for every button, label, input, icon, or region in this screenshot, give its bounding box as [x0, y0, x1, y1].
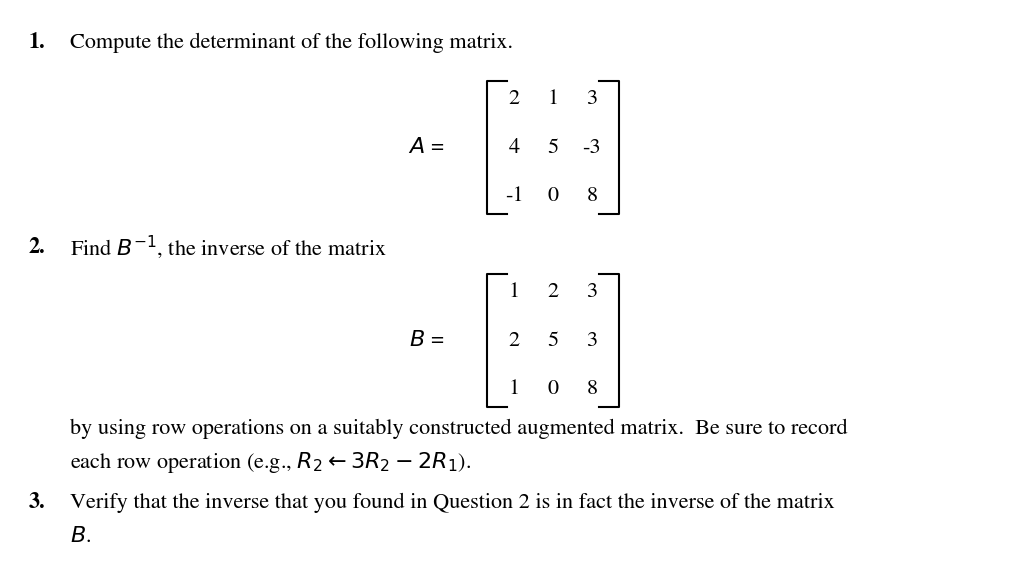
Text: $B$.: $B$.	[70, 527, 91, 547]
Text: 2: 2	[509, 331, 519, 350]
Text: 1: 1	[509, 379, 519, 399]
Text: 2: 2	[548, 283, 558, 302]
Text: 1.: 1.	[29, 32, 45, 53]
Text: -1: -1	[505, 186, 523, 206]
Text: 5: 5	[548, 138, 558, 157]
Text: Verify that the inverse that you found in Question 2 is in fact the inverse of t: Verify that the inverse that you found i…	[70, 492, 835, 513]
Text: 3: 3	[587, 283, 597, 302]
Text: 3: 3	[587, 331, 597, 350]
Text: 3.: 3.	[29, 492, 45, 513]
Text: Compute the determinant of the following matrix.: Compute the determinant of the following…	[70, 32, 513, 53]
Text: -3: -3	[583, 138, 601, 157]
Text: by using row operations on a suitably constructed augmented matrix.  Be sure to : by using row operations on a suitably co…	[70, 419, 847, 439]
Text: 1: 1	[548, 90, 558, 109]
Text: 8: 8	[587, 186, 597, 206]
Text: $A$ =: $A$ =	[409, 137, 445, 158]
Text: 0: 0	[548, 186, 558, 206]
Text: each row operation (e.g., $R_2 \leftarrow 3R_2 - 2R_1$).: each row operation (e.g., $R_2 \leftarro…	[70, 450, 471, 475]
Text: 5: 5	[548, 331, 558, 350]
Text: 2.: 2.	[29, 237, 45, 257]
Text: 1: 1	[509, 283, 519, 302]
Text: 4: 4	[509, 138, 519, 157]
Text: 8: 8	[587, 379, 597, 399]
Text: 3: 3	[587, 90, 597, 109]
Text: Find $B^{-1}$, the inverse of the matrix: Find $B^{-1}$, the inverse of the matrix	[70, 233, 386, 261]
Text: 2: 2	[509, 90, 519, 109]
Text: $B$ =: $B$ =	[410, 331, 445, 351]
Text: 0: 0	[548, 379, 558, 399]
